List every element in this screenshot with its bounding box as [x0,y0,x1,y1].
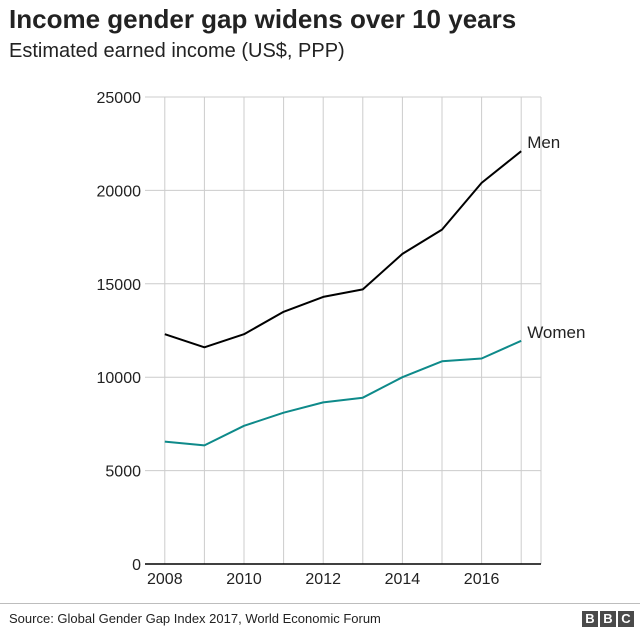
logo-letter-b2: B [600,611,616,627]
y-tick-label-0: 0 [132,557,141,574]
x-tick-label-2014: 2014 [385,571,421,588]
y-tick-label-10000: 10000 [97,370,142,387]
x-tick-label-2016: 2016 [464,571,500,588]
x-tick-label-2012: 2012 [305,571,341,588]
chart-subtitle: Estimated earned income (US$, PPP) [9,40,345,62]
logo-letter-b1: B [582,611,598,627]
y-tick-label-25000: 25000 [97,90,142,107]
line-chart: 0 5000 10000 15000 20000 25000 2008 2010 2012 201… [97,90,586,588]
x-tick-label-2010: 2010 [226,571,262,588]
x-tick-label-2008: 2008 [147,571,183,588]
series-line-men [164,150,522,349]
source-note: Source: Global Gender Gap Index 2017, Wo… [9,611,381,626]
y-tick-label-5000: 5000 [105,464,141,481]
series-line-women [164,339,522,447]
chart-title: Income gender gap widens over 10 years [9,4,517,34]
y-tick-label-15000: 15000 [97,277,142,294]
logo-letter-c: C [618,611,634,627]
series-label-men: Men [527,133,560,152]
series-label-women: Women [527,323,585,342]
y-tick-label-20000: 20000 [97,183,142,200]
bbc-logo: B B C [582,611,634,627]
footer-divider [0,603,640,604]
